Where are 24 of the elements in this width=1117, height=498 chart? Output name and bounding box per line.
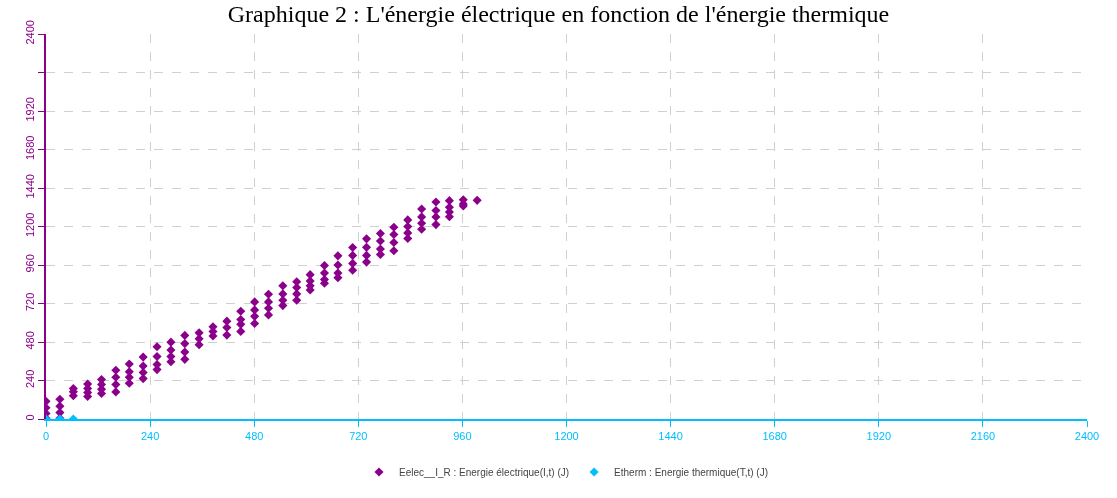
- legend-label: Etherm : Energie thermique(T,t) (J): [614, 466, 769, 478]
- y-tick-label: 960: [23, 254, 36, 273]
- legend-label: Eelec__I_R : Energie électrique(I,t) (J): [399, 466, 570, 478]
- y-tick-label: 1440: [23, 174, 36, 199]
- x-tick-label: 1200: [554, 430, 579, 443]
- y-tick-label: 240: [23, 369, 36, 389]
- chart-title: Graphique 2 : L'énergie électrique en fonction de l'énergie thermique: [227, 0, 890, 27]
- x-tick-label: 2160: [970, 430, 996, 443]
- y-tick-label: 720: [23, 292, 36, 312]
- x-tick-label: 720: [349, 430, 368, 443]
- x-tick-label: 960: [453, 430, 472, 443]
- x-tick-label: 480: [245, 430, 264, 443]
- x-tick-label: 0: [42, 430, 50, 443]
- y-tick-label: 1680: [23, 135, 36, 161]
- x-tick-label: 240: [140, 430, 160, 443]
- x-tick-label: 1440: [658, 430, 683, 443]
- x-tick-label: 1680: [762, 430, 787, 443]
- y-tick-label: 0: [23, 414, 36, 421]
- y-tick-label: 2400: [23, 20, 36, 45]
- y-tick-label: 1200: [23, 212, 36, 238]
- x-tick-label: 1920: [866, 430, 892, 443]
- y-tick-label: 480: [23, 331, 36, 350]
- x-tick-label: 2400: [1074, 430, 1100, 443]
- y-tick-label: 1920: [23, 97, 36, 122]
